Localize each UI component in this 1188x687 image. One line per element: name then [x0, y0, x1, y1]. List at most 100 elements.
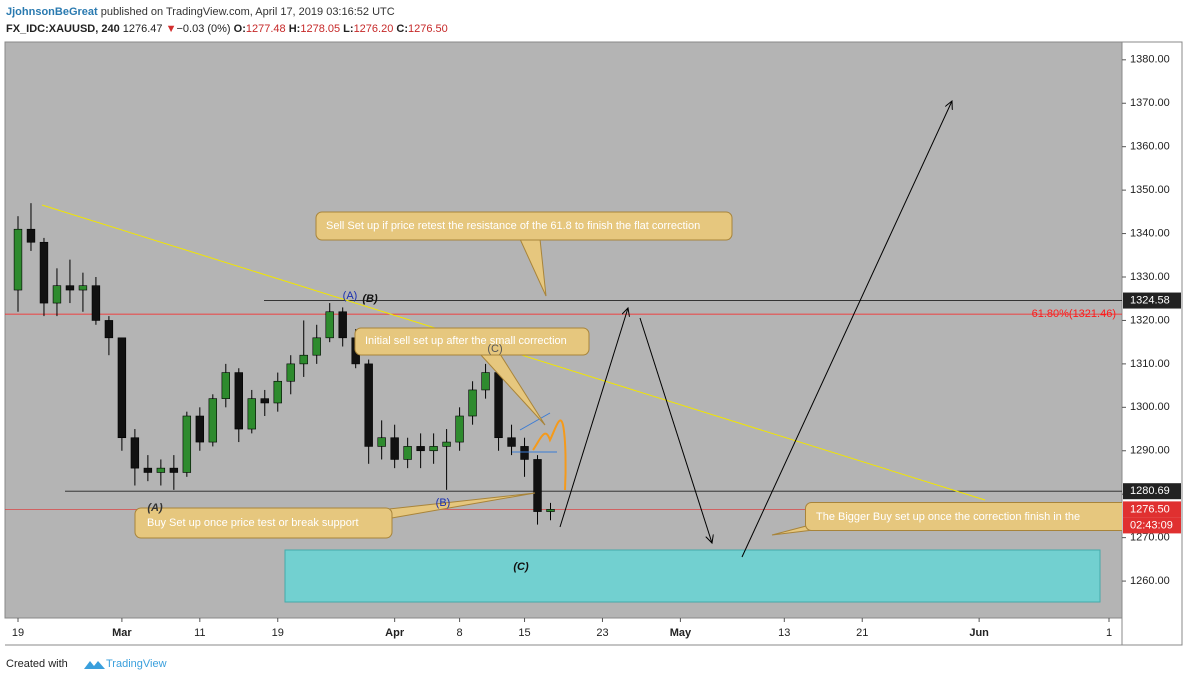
candle-body	[247, 398, 256, 430]
candle-body	[182, 415, 192, 473]
wave-label: (B)	[362, 293, 378, 305]
candle-body	[234, 372, 243, 430]
y-tick-label: 1320.00	[1130, 314, 1170, 326]
published: published on TradingView.com, April 17, …	[101, 6, 395, 18]
candle-body	[78, 285, 88, 291]
fib-label: 61.80%(1321.46)	[1032, 308, 1116, 320]
candle-body	[403, 446, 412, 460]
ohlc: FX_IDC:XAUUSD, 240 1276.47 ▼−0.03 (0%) O…	[6, 23, 448, 35]
x-tick-label: 13	[778, 627, 790, 639]
candle-body	[13, 228, 23, 291]
level-tag	[1123, 501, 1181, 518]
callout: Sell Set up if price retest the resistan…	[315, 211, 733, 297]
level-label: 1276.50	[1130, 503, 1170, 515]
y-tick-label: 1330.00	[1130, 271, 1170, 283]
callout-box	[134, 507, 393, 539]
change: −0.03 (0%)	[176, 23, 230, 35]
y-tick-label: 1360.00	[1130, 141, 1170, 153]
x-tick-label: Apr	[385, 627, 405, 639]
candle-body	[104, 320, 114, 339]
y-tick-label: 1380.00	[1130, 54, 1170, 66]
header: JjohnsonBeGreat published on TradingView…	[6, 6, 395, 18]
projection	[532, 419, 567, 491]
countdown-tag	[1123, 517, 1181, 534]
candle-body	[338, 311, 347, 339]
x-tick-label: Mar	[112, 627, 132, 639]
candle-body	[208, 398, 218, 443]
callout-box	[805, 502, 1122, 531]
callout-text: Buy Set up once price test or break supp…	[147, 517, 359, 529]
subwave-label: (B)	[436, 497, 451, 509]
x-tick-label: May	[670, 627, 692, 639]
arrow	[741, 101, 952, 558]
candle-body	[533, 459, 542, 512]
y-tick-label: 1300.00	[1130, 401, 1170, 413]
plot	[5, 203, 1122, 525]
y-tick-label: 1340.00	[1130, 227, 1170, 239]
x-tick-label: Jun	[969, 627, 989, 639]
o: 1277.48	[246, 23, 286, 35]
candle-body	[377, 437, 386, 447]
arrow	[559, 308, 628, 528]
y-tick-label: 1260.00	[1130, 575, 1170, 587]
candle-body	[65, 285, 75, 291]
wave-label: (A)	[147, 502, 163, 514]
candle-body	[273, 380, 282, 404]
subwave-label: (C)	[487, 343, 502, 355]
channel	[519, 412, 551, 431]
o-label: O:	[234, 23, 246, 35]
y-tick-label: 1370.00	[1130, 97, 1170, 109]
subwave-label: (A)	[343, 290, 358, 302]
callout: Buy Set up once price test or break supp…	[134, 492, 536, 539]
candle-body	[286, 363, 295, 382]
symbol: FX_IDC:XAUUSD, 240	[6, 23, 120, 35]
candle-body	[442, 441, 451, 447]
l-label: L:	[343, 23, 353, 35]
callout-clip: The Bigger Buy set up once the correctio…	[805, 502, 1122, 531]
x-tick-label: 11	[194, 627, 205, 639]
candle-body	[143, 467, 153, 473]
level-label: 1280.69	[1130, 485, 1170, 497]
callout-box	[354, 327, 590, 356]
x-tick-label: 15	[518, 627, 530, 639]
x-tick-label: 21	[856, 627, 868, 639]
c-label: C:	[396, 23, 408, 35]
y-tick-label: 1270.00	[1130, 532, 1170, 544]
y-tick-label: 1310.00	[1130, 358, 1170, 370]
h-label: H:	[289, 23, 301, 35]
candle-body	[169, 467, 179, 473]
target-zone	[284, 549, 1101, 603]
callout: The Bigger Buy set up once the correctio…	[771, 502, 1122, 536]
candle-body	[299, 354, 308, 365]
candle-body	[468, 389, 477, 417]
candle-body	[195, 415, 205, 443]
level-label: 1324.58	[1130, 294, 1170, 306]
logo	[84, 661, 105, 669]
candle-body	[130, 437, 140, 469]
candle-body	[520, 446, 529, 460]
candle-body	[507, 437, 516, 447]
x-tick-label: 19	[12, 627, 24, 639]
arrow	[639, 317, 712, 543]
candle-body	[481, 372, 490, 391]
candle-body	[117, 337, 127, 439]
x-tick-label: 8	[457, 627, 463, 639]
candle-body	[455, 415, 464, 443]
candle-body	[364, 363, 373, 447]
y-tick-label: 1290.00	[1130, 445, 1170, 457]
price-axis	[1121, 41, 1183, 646]
candle-body	[416, 446, 425, 452]
candle-body	[429, 446, 438, 452]
c: 1276.50	[408, 23, 448, 35]
candle-body	[221, 372, 230, 399]
candle-body	[39, 241, 49, 304]
callout-text: The Bigger Buy set up once the correctio…	[816, 511, 1080, 523]
x-tick-label: 19	[272, 627, 284, 639]
l: 1276.20	[354, 23, 394, 35]
x-tick-label: 1	[1106, 627, 1112, 639]
candle-body	[494, 372, 503, 439]
y-tick-label: 1350.00	[1130, 184, 1170, 196]
candle-body	[390, 437, 399, 460]
candle-body	[156, 467, 166, 473]
